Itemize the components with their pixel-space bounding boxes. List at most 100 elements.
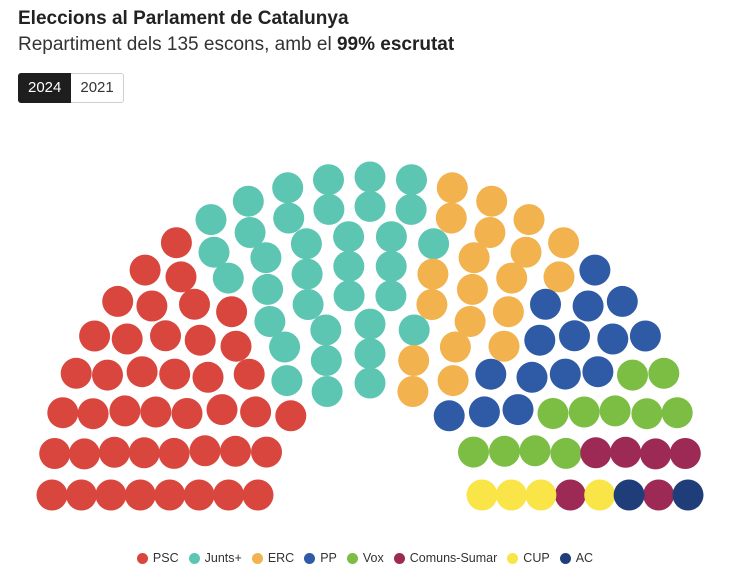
subtitle-bold: 99% escrutat xyxy=(336,34,455,55)
seat-pp xyxy=(582,356,614,388)
seat-pp xyxy=(468,396,500,428)
seat-ac xyxy=(672,479,704,511)
legend-label: PSC xyxy=(152,551,179,565)
seat-erc xyxy=(416,289,448,320)
seat-psc xyxy=(165,261,197,293)
seat-erc xyxy=(543,261,575,293)
seat-junts- xyxy=(354,308,386,340)
seat-junts- xyxy=(375,280,407,312)
seat-erc xyxy=(513,204,545,236)
seat-erc xyxy=(417,258,449,290)
seat-psc xyxy=(154,479,186,511)
seat-pp xyxy=(597,323,629,355)
legend-item-ac: AC xyxy=(559,551,594,565)
seat-vox xyxy=(631,398,663,430)
seat-psc xyxy=(39,438,71,469)
seat-psc xyxy=(242,479,274,511)
seat-junts- xyxy=(292,289,324,320)
seat-psc xyxy=(124,479,156,511)
seat-cup xyxy=(466,479,498,511)
seat-psc xyxy=(109,395,141,427)
seat-junts- xyxy=(398,314,430,346)
seat-erc xyxy=(458,242,490,274)
legend-swatch xyxy=(188,552,200,564)
legend-label: AC xyxy=(575,551,594,565)
seat-psc xyxy=(111,323,143,355)
seat-junts- xyxy=(418,228,450,260)
legend-swatch xyxy=(251,552,263,564)
seat-psc xyxy=(158,437,190,469)
seat-vox xyxy=(537,398,569,429)
legend-label: Junts+ xyxy=(204,551,242,565)
seat-junts- xyxy=(234,217,266,248)
seat-psc xyxy=(160,227,192,259)
seat-junts- xyxy=(310,314,342,346)
tab-2021[interactable]: 2021 xyxy=(71,73,124,103)
seat-comuns-sumar xyxy=(580,437,612,469)
seat-vox xyxy=(568,396,600,428)
seat-erc xyxy=(548,227,580,259)
tab-2024[interactable]: 2024 xyxy=(18,73,72,103)
seat-pp xyxy=(606,285,638,317)
seat-psc xyxy=(179,288,210,320)
legend-label: Comuns-Sumar xyxy=(409,551,498,565)
year-tabs: 2024 2021 xyxy=(18,73,124,103)
chart-subtitle: Repartiment dels 135 escons, amb el 99% … xyxy=(18,34,454,56)
seat-psc xyxy=(128,437,160,469)
seat-junts- xyxy=(395,193,427,225)
seat-junts- xyxy=(291,258,323,290)
chart-title: Eleccions al Parlament de Catalunya xyxy=(18,8,349,29)
seat-psc xyxy=(77,398,109,430)
seat-pp xyxy=(549,358,581,390)
seat-erc xyxy=(492,296,524,328)
seat-junts- xyxy=(269,331,301,363)
legend-label: ERC xyxy=(267,551,295,565)
seat-comuns-sumar xyxy=(643,479,675,511)
seat-junts- xyxy=(254,306,286,337)
seat-vox xyxy=(519,435,551,467)
seat-vox xyxy=(550,437,582,469)
legend-swatch xyxy=(507,552,519,564)
legend-swatch xyxy=(136,552,148,564)
legend-item-psc: PSC xyxy=(136,551,179,565)
seat-psc xyxy=(95,479,127,511)
seat-psc xyxy=(171,398,203,429)
seat-cup xyxy=(525,479,557,511)
seat-junts- xyxy=(232,185,264,217)
seat-junts- xyxy=(375,221,407,253)
seat-comuns-sumar xyxy=(610,436,642,468)
seat-pp xyxy=(530,288,561,320)
seat-junts- xyxy=(313,193,345,225)
seat-erc xyxy=(476,185,508,217)
seat-junts- xyxy=(212,262,244,294)
seat-ac xyxy=(613,479,645,511)
seat-junts- xyxy=(311,376,343,407)
seat-junts- xyxy=(252,273,284,305)
seat-cup xyxy=(495,479,527,511)
seat-junts- xyxy=(313,164,344,196)
seat-vox xyxy=(617,359,648,391)
seat-psc xyxy=(213,479,245,511)
seat-junts- xyxy=(354,367,386,399)
seat-junts- xyxy=(250,242,282,274)
seat-junts- xyxy=(198,236,230,268)
legend: PSC Junts+ ERC PP Vox Comuns-Sumar CUP A… xyxy=(0,551,730,565)
seat-pp xyxy=(502,394,534,426)
seat-junts- xyxy=(310,345,342,376)
seat-psc xyxy=(150,320,181,352)
seat-junts- xyxy=(354,161,386,193)
seat-pp xyxy=(433,400,465,432)
seat-erc xyxy=(454,306,486,337)
seat-pp xyxy=(559,320,590,352)
seat-psc xyxy=(159,358,191,390)
seat-psc xyxy=(79,320,111,352)
legend-item-junts: Junts+ xyxy=(188,551,242,565)
seat-psc xyxy=(129,254,161,286)
seat-psc xyxy=(189,435,221,467)
seat-erc xyxy=(436,172,468,204)
seat-psc xyxy=(184,324,216,356)
seat-vox xyxy=(648,357,680,389)
seat-junts- xyxy=(333,221,365,253)
seat-psc xyxy=(68,438,100,470)
seat-junts- xyxy=(354,338,386,370)
